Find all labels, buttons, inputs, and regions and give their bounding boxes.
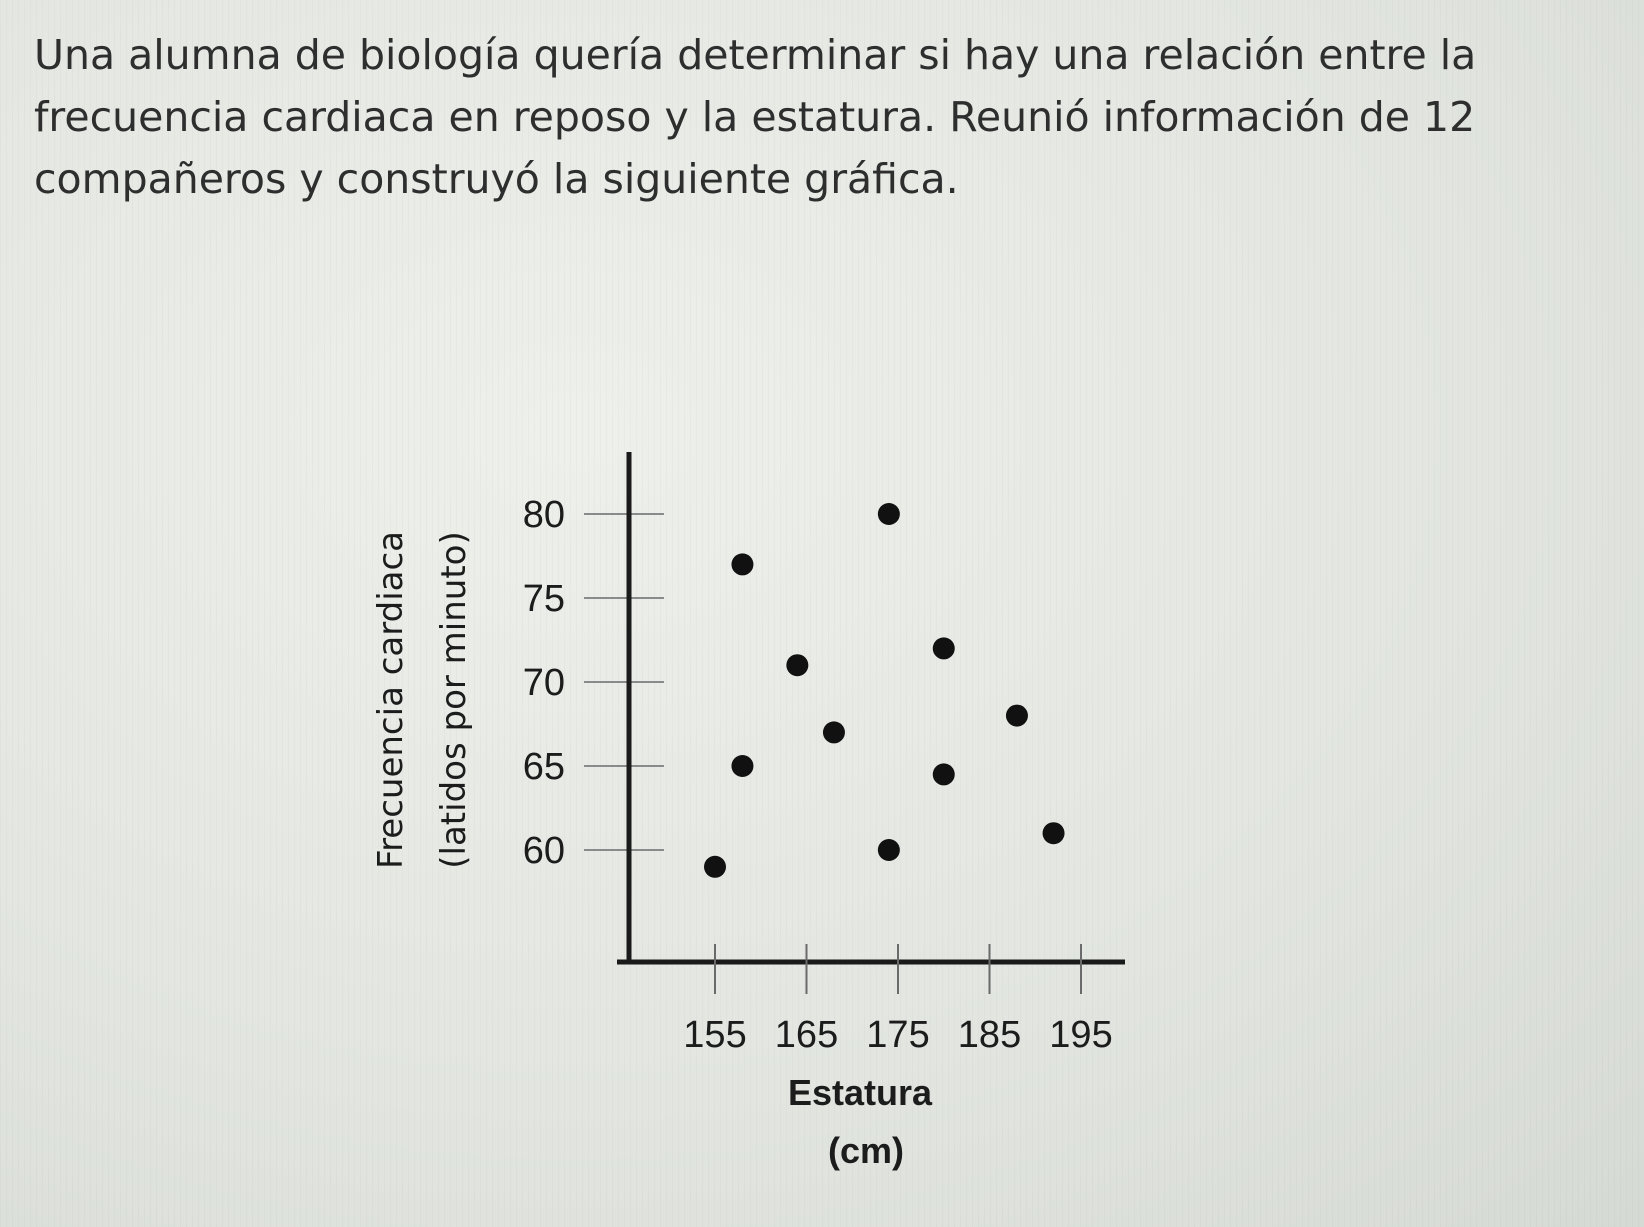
x-tick-label: 185 [958, 1014, 1021, 1056]
x-tick-label: 175 [866, 1014, 929, 1056]
x-axis-label: Estatura [788, 1072, 933, 1113]
y-axis-title: Frecuencia cardiaca [371, 531, 411, 869]
data-point [877, 503, 900, 525]
x-tick-label: 165 [775, 1014, 838, 1056]
x-tick-marks [714, 944, 1082, 994]
data-point [1042, 822, 1065, 845]
x-tick-labels: 155 165 175 185 195 [683, 1014, 1112, 1056]
y-axis-unit-title: (latidos por minuto) [434, 531, 474, 868]
y-axis-label: Frecuencia cardiaca [371, 531, 411, 869]
data-point [1005, 704, 1028, 727]
x-axis-unit-label: (cm) [828, 1130, 904, 1171]
data-point [731, 755, 754, 777]
problem-statement: Una alumna de biología quería determinar… [34, 31, 1477, 203]
y-tick-labels: 60 65 70 75 80 [523, 494, 565, 872]
data-point [932, 763, 955, 786]
x-tick-label: 155 [683, 1014, 746, 1056]
data-point [877, 839, 900, 861]
data-point [704, 855, 726, 878]
y-tick-label: 75 [523, 578, 565, 620]
y-tick-label: 80 [523, 494, 565, 536]
data-point [932, 637, 955, 660]
y-tick-label: 60 [523, 830, 565, 872]
y-tick-lines [584, 513, 664, 851]
y-axis-unit-label: (latidos por minuto) [434, 531, 474, 868]
y-tick-label: 65 [523, 746, 565, 788]
data-points [704, 503, 1065, 878]
data-point [786, 654, 809, 677]
data-point [822, 721, 845, 744]
data-point [731, 553, 754, 576]
y-tick-label: 70 [523, 662, 565, 704]
x-tick-label: 195 [1049, 1014, 1112, 1056]
